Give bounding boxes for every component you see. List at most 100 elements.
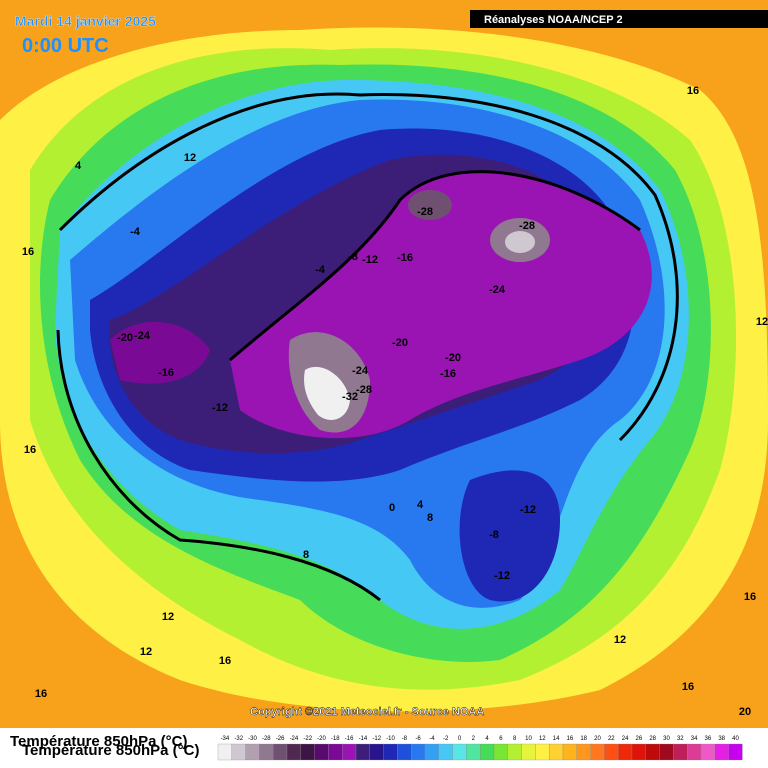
contour-label: -12 [494,570,510,582]
scale-cell [714,743,729,761]
scale-cell [604,743,619,761]
scale-label: 0 [458,736,462,742]
contour-label: 8 [427,512,433,524]
scale-label: 20 [594,736,601,742]
scale-cell [314,743,329,761]
scale-label: 34 [691,736,698,742]
scale-cell [424,743,439,761]
contour-label: -24 [489,284,506,296]
scale-cell [300,743,315,761]
scale-cell [480,743,495,761]
scale-cell [397,743,412,761]
scale-cell [383,743,398,761]
scale-label: -32 [234,736,243,742]
scale-cell [521,743,536,761]
contour-label: 4 [75,160,82,172]
contour-label: -32 [342,391,358,403]
contour-label: 12 [756,316,768,328]
scale-label: 4 [485,736,489,742]
scale-label: -16 [345,736,354,742]
scale-cell [342,743,357,761]
scale-cell [576,743,591,761]
scale-label: 6 [499,736,503,742]
scale-label: 22 [608,736,615,742]
scale-label: -34 [221,736,230,742]
scale-cell [245,743,260,761]
contour-label: -12 [212,402,228,414]
color-scale: -34 -32 -30 -28 -26 -24 -22 -20 -18 -16 -14 -12 -10-… [217,736,743,761]
scale-label: -30 [248,736,257,742]
scale-label: -18 [331,736,340,742]
scale-cell [507,743,522,761]
contour-label: -20 [117,332,133,344]
scale-label: -10 [386,736,395,742]
time-label: 0:00 UTC [22,35,109,57]
scale-label: 10 [525,736,532,742]
scale-label: -14 [359,736,368,742]
contour-label: 12 [184,152,196,164]
scale-label: 16 [567,736,574,742]
contour-label: 16 [682,681,694,693]
contour-label: 16 [744,591,756,603]
scale-label: 40 [732,736,739,742]
scale-label: 26 [636,736,643,742]
scale-label: 24 [622,736,629,742]
contour-label: 16 [24,444,36,456]
contour-label: 12 [614,634,626,646]
scale-cell [645,743,660,761]
contour-label: -8 [489,529,499,541]
scale-label: -24 [290,736,299,742]
scale-label: 36 [705,736,712,742]
contour-label: -12 [520,504,536,516]
contour-label: -16 [158,367,174,379]
scale-cell [631,743,646,761]
contour-label: -24 [134,330,151,342]
scale-label: 14 [553,736,560,742]
scale-label: -22 [303,736,312,742]
scale-label: -28 [262,736,271,742]
scale-cell [673,743,688,761]
scale-label: 2 [472,736,476,742]
contour-label: 20 [739,706,751,718]
scale-cell [452,743,467,761]
contour-label: -28 [356,384,372,396]
legend-title: Température 850hPa (°C) [10,733,187,750]
contour-label: -28 [519,220,535,232]
contour-label: 16 [219,655,231,667]
scale-cell [217,743,232,761]
scale-label: 28 [649,736,656,742]
scale-cell [438,743,453,761]
scale-cell [549,743,564,761]
contour-label: 16 [22,246,34,258]
scale-label: 32 [677,736,684,742]
scale-label: -6 [415,736,421,742]
scale-label: -26 [276,736,285,742]
contour-label: -28 [417,206,433,218]
source-label: Réanalyses NOAA/NCEP 2 [484,14,623,26]
scale-cell [369,743,384,761]
contour-label: 4 [417,499,424,511]
scale-label: 38 [718,736,725,742]
scale-label: 18 [580,736,587,742]
contour-label: -4 [315,264,326,276]
scale-cell [466,743,481,761]
scale-cell [618,743,633,761]
scale-label: 8 [513,736,517,742]
scale-label: 12 [539,736,546,742]
scale-cell [411,743,426,761]
scale-cell [259,743,274,761]
contour-label: 0 [389,502,395,514]
scale-cell [273,743,288,761]
contour-label: -24 [352,365,369,377]
scale-label: -2 [443,736,449,742]
scale-label: 30 [663,736,670,742]
contour-label: -20 [445,352,461,364]
copyright: Copyright ©2021 Meteociel.fr - Source NO… [250,706,484,718]
scale-cell [286,743,301,761]
scale-cell [328,743,343,761]
scale-cell [659,743,674,761]
date-label: Mardi 14 janvier 2025 [15,13,156,29]
contour-label: -16 [397,252,413,264]
